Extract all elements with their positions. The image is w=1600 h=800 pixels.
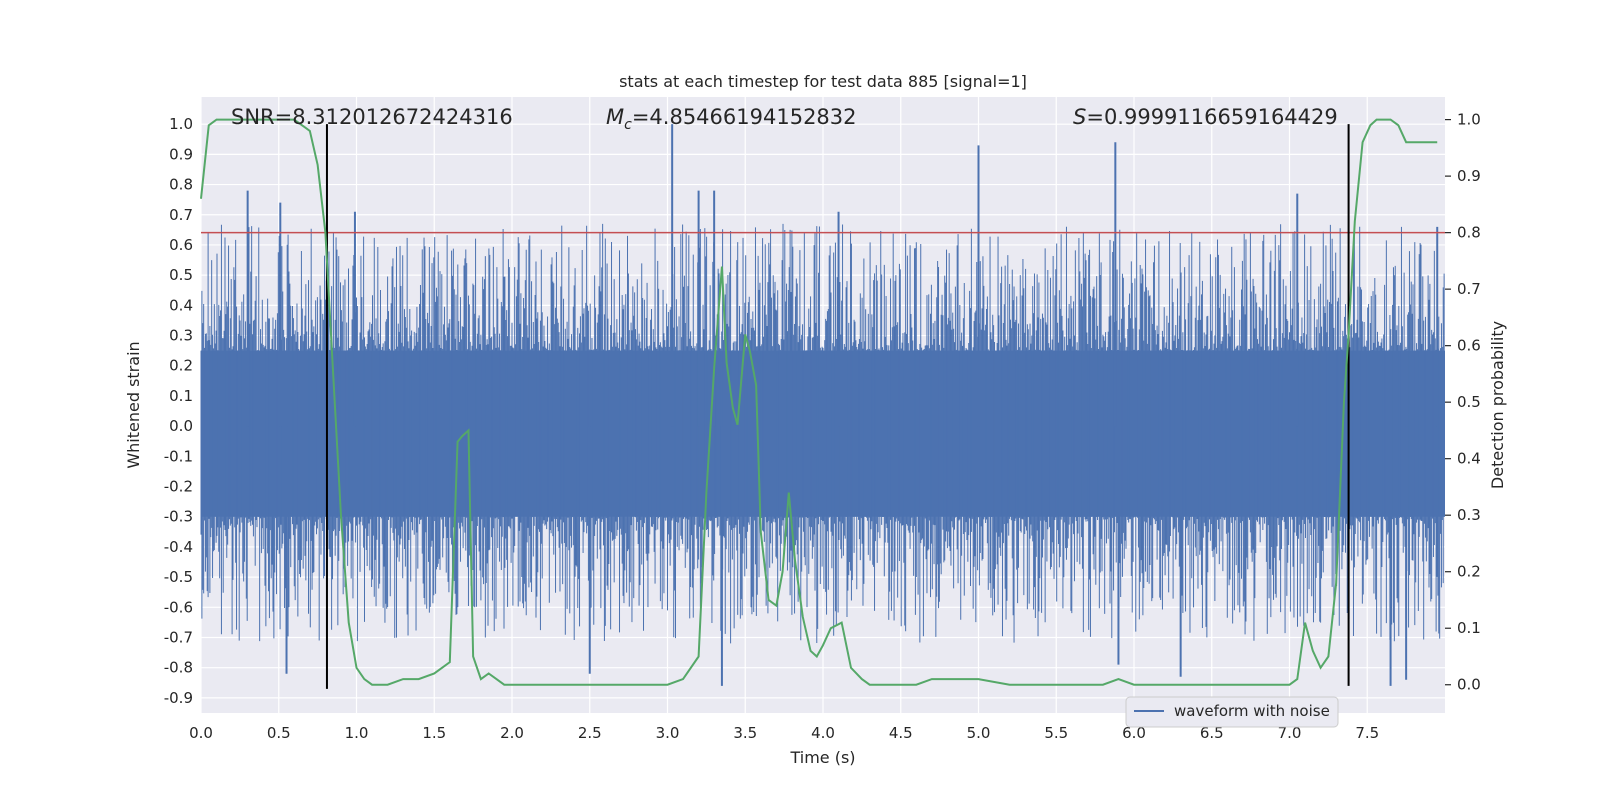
y-right-tick-label: 0.6 <box>1457 337 1481 355</box>
y-tick-label: 0.1 <box>169 387 193 405</box>
y-right-axis-ticks: 1.0 0.9 0.8 0.7 0.6 0.5 0.4 0.3 0.2 0.1 0.0 <box>1445 111 1481 694</box>
x-tick-label: 2.5 <box>578 724 602 742</box>
y-tick-label: -0.1 <box>164 447 193 465</box>
y-right-tick-label: 0.9 <box>1457 167 1481 185</box>
x-tick-label: 2.0 <box>500 724 524 742</box>
y-tick-label: 0.5 <box>169 266 193 284</box>
mc-value: =4.85466194152832 <box>632 105 857 129</box>
y-tick-label: -0.5 <box>164 568 193 586</box>
x-tick-label: 4.0 <box>811 724 835 742</box>
waveform-series <box>200 124 1445 686</box>
mc-subscript: c <box>624 117 632 133</box>
y-tick-label: 0.7 <box>169 206 193 224</box>
legend-box <box>1125 696 1339 728</box>
y-right-tick-label: 0.0 <box>1457 676 1481 694</box>
x-tick-label: 0.5 <box>267 724 291 742</box>
y-tick-label: 0.6 <box>169 236 193 254</box>
y-tick-label: 0.3 <box>169 327 193 345</box>
x-tick-label: 0.0 <box>189 724 213 742</box>
s-symbol: S <box>1073 105 1086 129</box>
y-tick-label: -0.9 <box>164 689 193 707</box>
y-tick-label: 0.0 <box>169 417 193 435</box>
y-tick-label: -0.4 <box>164 538 193 556</box>
legend: waveform with noise <box>1125 696 1339 728</box>
y-right-tick-label: 0.4 <box>1457 450 1481 468</box>
y-right-tick-label: 0.5 <box>1457 393 1481 411</box>
x-tick-label: 4.5 <box>889 724 913 742</box>
x-tick-label: 6.0 <box>1122 724 1146 742</box>
y-tick-label: 0.8 <box>169 176 193 194</box>
y-tick-label: -0.3 <box>164 508 193 526</box>
x-tick-label: 1.0 <box>345 724 369 742</box>
x-tick-label: 1.5 <box>422 724 446 742</box>
y-right-tick-label: 0.1 <box>1457 619 1481 637</box>
marker-lines <box>325 124 1350 689</box>
y-tick-label: 0.2 <box>169 357 193 375</box>
y-tick-label: -0.7 <box>164 629 193 647</box>
y-right-tick-label: 0.3 <box>1457 506 1481 524</box>
y-axis-ticks: 1.0 0.9 0.8 0.7 0.6 0.5 0.4 0.3 0.2 0.1 0.0 -0.1 -0.… <box>164 115 193 707</box>
y-tick-label: -0.2 <box>164 478 193 496</box>
y-right-tick-label: 0.2 <box>1457 563 1481 581</box>
x-tick-label: 3.0 <box>656 724 680 742</box>
y-right-axis-label: Detection probability <box>1488 321 1507 489</box>
y-axis-label: Whitened strain <box>124 341 143 468</box>
detection-probability-line <box>200 118 1438 686</box>
s-value: =0.9999116659164429 <box>1086 105 1337 129</box>
x-tick-label: 5.0 <box>967 724 991 742</box>
x-tick-label: 5.5 <box>1044 724 1068 742</box>
x-tick-label: 7.0 <box>1278 724 1302 742</box>
y-tick-label: -0.8 <box>164 659 193 677</box>
y-tick-label: 0.9 <box>169 145 193 163</box>
chart-title: stats at each timestep for test data 885… <box>619 72 1027 91</box>
y-right-tick-label: 0.7 <box>1457 280 1481 298</box>
x-axis-ticks: 0.0 0.5 1.0 1.5 2.0 2.5 3.0 3.5 4.0 4.5 5.0 5.5 6.0 6… <box>189 724 1379 742</box>
y-tick-label: -0.6 <box>164 598 193 616</box>
y-right-tick-label: 1.0 <box>1457 111 1481 129</box>
y-tick-label: 0.4 <box>169 296 193 314</box>
chirp-mass-annotation: Mc=4.85466194152832 <box>606 105 857 133</box>
score-annotation: S=0.9999116659164429 <box>1073 105 1338 129</box>
y-tick-label: 1.0 <box>169 115 193 133</box>
x-tick-label: 6.5 <box>1200 724 1224 742</box>
x-tick-label: 7.5 <box>1355 724 1379 742</box>
legend-label: waveform with noise <box>1174 702 1330 720</box>
mc-symbol: M <box>606 105 624 129</box>
y-right-tick-label: 0.8 <box>1457 224 1481 242</box>
x-tick-label: 3.5 <box>733 724 757 742</box>
x-axis-label: Time (s) <box>789 748 855 767</box>
snr-annotation: SNR=8.312012672424316 <box>231 105 513 129</box>
